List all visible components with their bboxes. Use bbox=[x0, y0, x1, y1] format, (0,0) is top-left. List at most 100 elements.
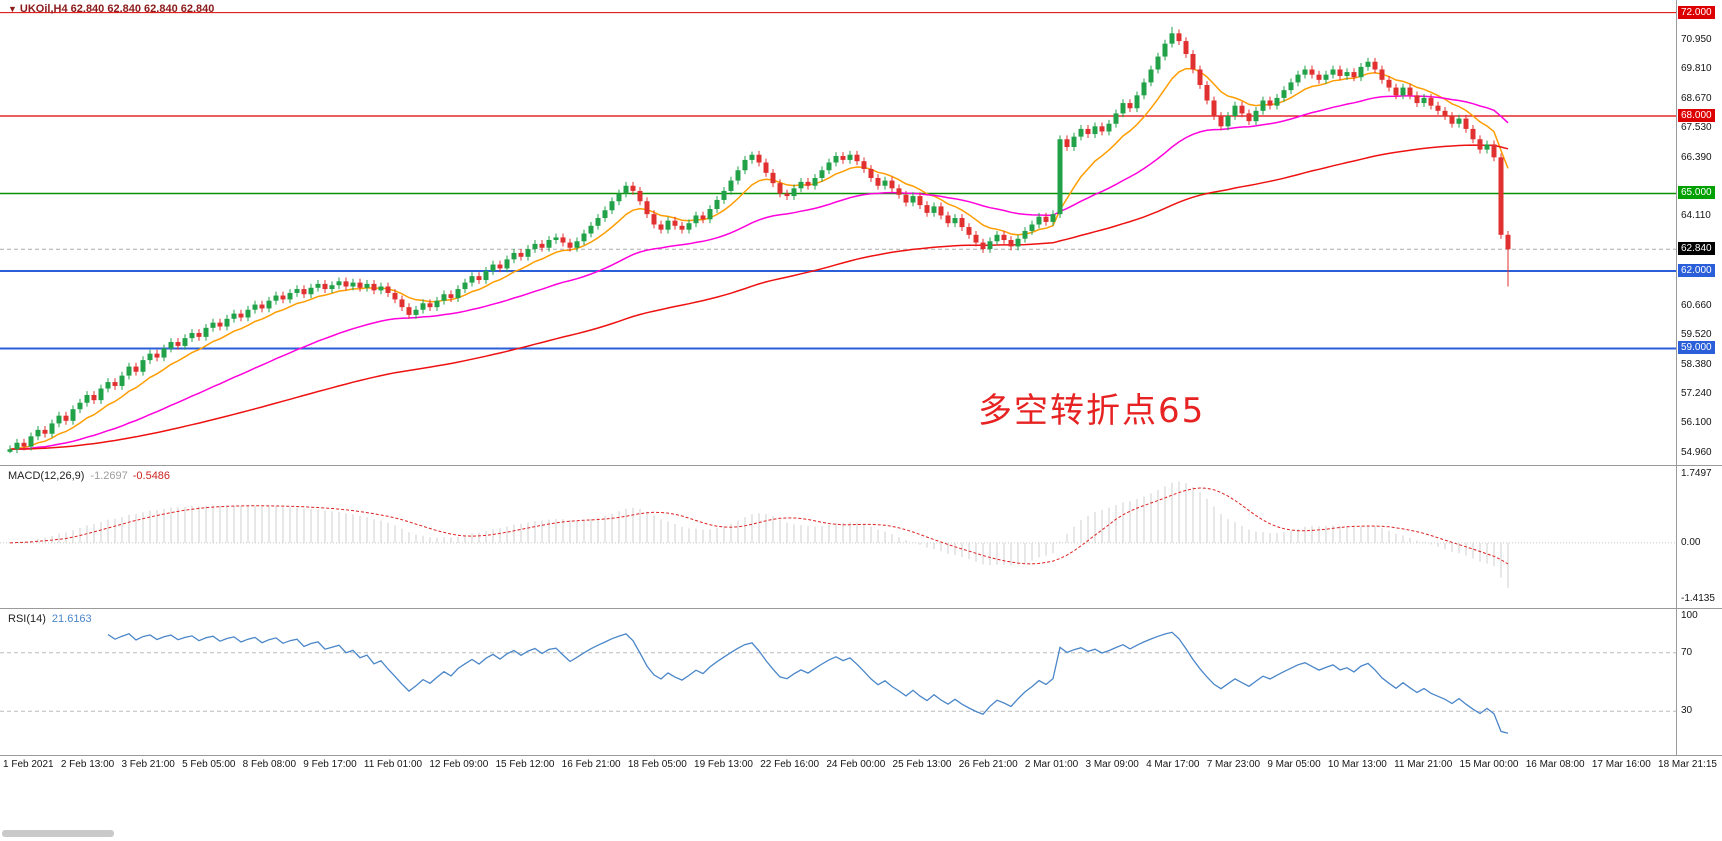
candle-body bbox=[749, 154, 755, 160]
candle-body bbox=[1400, 87, 1406, 96]
candle-body bbox=[1015, 238, 1021, 247]
time-axis-label: 9 Feb 17:00 bbox=[303, 759, 357, 770]
time-axis-label: 18 Mar 21:15 bbox=[1658, 759, 1717, 770]
candle-body bbox=[588, 225, 594, 234]
candle-body bbox=[441, 294, 447, 301]
price-scale-badge: 59.000 bbox=[1678, 341, 1715, 355]
candle-body bbox=[315, 283, 321, 288]
candle-body bbox=[1435, 105, 1441, 111]
panel-separator[interactable] bbox=[0, 608, 1722, 609]
candle-body bbox=[1288, 82, 1294, 91]
candle-body bbox=[301, 289, 307, 295]
candle-body bbox=[1246, 113, 1252, 122]
rsi-scale-tick: 30 bbox=[1681, 705, 1693, 717]
price-scale-tick: 68.670 bbox=[1681, 92, 1712, 104]
candle-body bbox=[770, 172, 776, 184]
candle-body bbox=[896, 188, 902, 195]
candle-body bbox=[784, 193, 790, 197]
candle-body bbox=[847, 154, 853, 160]
candle-body bbox=[777, 183, 783, 194]
candle-body bbox=[448, 294, 454, 299]
candle-body bbox=[1197, 69, 1203, 85]
panel-separator[interactable] bbox=[0, 465, 1722, 466]
candle-body bbox=[539, 243, 545, 248]
candle-body bbox=[819, 170, 825, 178]
candle-body bbox=[756, 154, 762, 163]
candle-body bbox=[1001, 234, 1007, 240]
candle-body bbox=[952, 218, 958, 224]
candle-body bbox=[154, 353, 160, 358]
candle-body bbox=[455, 289, 461, 299]
candle-body bbox=[1295, 74, 1301, 83]
candle-body bbox=[1183, 41, 1189, 54]
candle-body bbox=[735, 170, 741, 181]
candle-body bbox=[1393, 87, 1399, 96]
candle-body bbox=[1463, 118, 1469, 129]
candle-body bbox=[903, 194, 909, 203]
candle-body bbox=[1386, 79, 1392, 88]
macd-chart-canvas[interactable] bbox=[0, 466, 1722, 608]
candle-body bbox=[1491, 144, 1497, 158]
time-axis-label: 3 Mar 09:00 bbox=[1085, 759, 1139, 770]
candle-body bbox=[1022, 230, 1028, 239]
time-axis-label: 15 Mar 00:00 bbox=[1459, 759, 1519, 770]
candle-body bbox=[1365, 61, 1371, 67]
candle-body bbox=[679, 225, 685, 230]
candle-body bbox=[245, 309, 251, 318]
time-axis-label: 9 Mar 05:00 bbox=[1267, 759, 1321, 770]
candle-body bbox=[63, 415, 69, 421]
time-axis-label: 19 Feb 13:00 bbox=[694, 759, 753, 770]
candle-body bbox=[1407, 87, 1413, 96]
macd-main-value: -1.2697 bbox=[90, 470, 128, 482]
candle-body bbox=[1414, 95, 1420, 104]
price-scale-tick: 60.660 bbox=[1681, 299, 1712, 311]
candle-body bbox=[1239, 105, 1245, 114]
candle-body bbox=[1316, 74, 1322, 80]
candle-body bbox=[868, 168, 874, 178]
horizontal-scrollbar[interactable] bbox=[2, 830, 114, 837]
candle-body bbox=[525, 249, 531, 257]
candle-body bbox=[511, 252, 517, 260]
candle-body bbox=[1498, 157, 1504, 235]
candle-body bbox=[322, 283, 328, 290]
symbol-dropdown-icon: ▼ bbox=[8, 4, 17, 14]
time-axis-label: 16 Feb 21:00 bbox=[561, 759, 621, 770]
candle-body bbox=[959, 218, 965, 228]
candle-body bbox=[1470, 128, 1476, 140]
candle-body bbox=[378, 286, 384, 291]
candle-body bbox=[413, 309, 419, 315]
time-axis-label: 5 Feb 05:00 bbox=[182, 759, 236, 770]
candle-body bbox=[630, 185, 636, 191]
price-scale-badge: 62.840 bbox=[1678, 242, 1715, 256]
candle-body bbox=[294, 289, 300, 293]
candle-body bbox=[266, 300, 272, 309]
candle-body bbox=[826, 162, 832, 171]
candle-body bbox=[595, 218, 601, 226]
candle-body bbox=[1344, 72, 1350, 76]
candle-body bbox=[434, 300, 440, 308]
candle-body bbox=[1372, 61, 1378, 70]
candle-body bbox=[1043, 216, 1049, 222]
candle-body bbox=[1477, 139, 1483, 150]
candle-body bbox=[1274, 97, 1280, 106]
candle-body bbox=[1309, 69, 1315, 75]
candle-body bbox=[1337, 69, 1343, 76]
candle-body bbox=[105, 382, 111, 389]
price-scale-tick: 54.960 bbox=[1681, 446, 1712, 458]
time-axis-label: 2 Mar 01:00 bbox=[1024, 759, 1079, 770]
candle-body bbox=[728, 180, 734, 191]
candle-body bbox=[483, 270, 489, 281]
candle-body bbox=[994, 234, 1000, 242]
candle-body bbox=[861, 161, 867, 169]
price-scale-tick: 70.950 bbox=[1681, 33, 1712, 45]
macd-signal-value: -0.5486 bbox=[132, 470, 171, 482]
candle-body bbox=[210, 322, 216, 328]
candle-body bbox=[77, 402, 83, 410]
candle-body bbox=[91, 394, 97, 401]
price-scale-badge: 72.000 bbox=[1678, 5, 1715, 19]
candle-body bbox=[329, 285, 335, 290]
candle-body bbox=[693, 215, 699, 224]
price-chart-canvas[interactable] bbox=[0, 0, 1722, 465]
time-axis-label: 12 Feb 09:00 bbox=[429, 759, 489, 770]
rsi-chart-canvas[interactable] bbox=[0, 609, 1722, 755]
